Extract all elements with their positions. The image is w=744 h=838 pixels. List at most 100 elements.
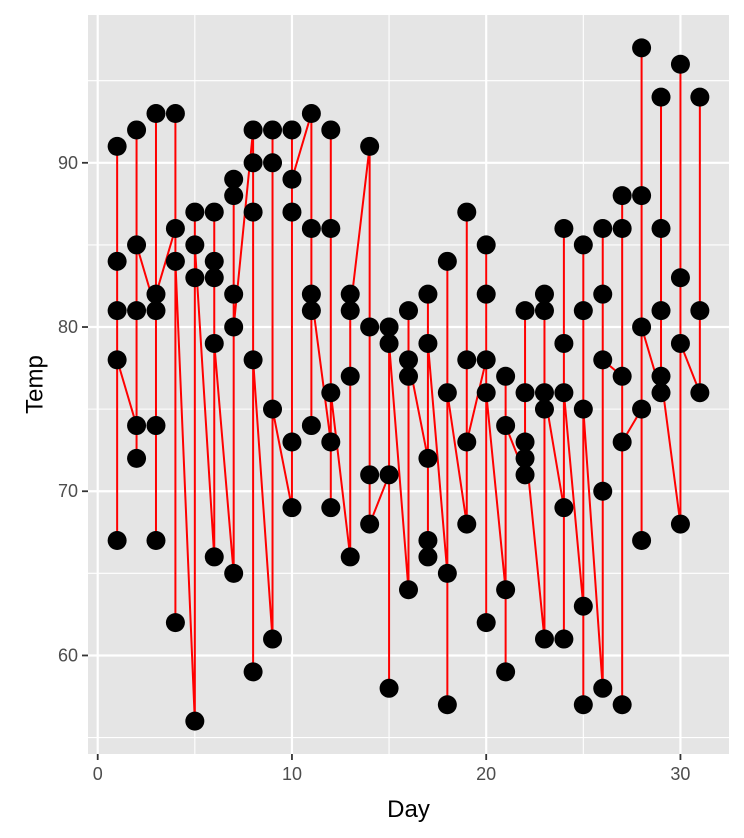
data-point xyxy=(146,301,166,321)
x-tick-label: 30 xyxy=(670,764,690,784)
data-point xyxy=(670,268,690,288)
data-point xyxy=(282,432,302,452)
data-point xyxy=(554,383,574,403)
data-point xyxy=(321,498,341,518)
x-tick-label: 10 xyxy=(282,764,302,784)
data-point xyxy=(146,104,166,124)
data-point xyxy=(399,301,418,321)
data-point xyxy=(457,350,477,370)
data-point xyxy=(360,136,380,156)
data-point xyxy=(282,498,302,518)
data-point xyxy=(379,465,399,485)
data-point xyxy=(243,153,263,173)
data-point xyxy=(165,218,185,238)
temp-line xyxy=(116,46,701,723)
data-point xyxy=(127,301,147,321)
data-point xyxy=(612,695,632,715)
data-point xyxy=(224,169,244,189)
data-point xyxy=(107,531,127,551)
data-point xyxy=(204,268,224,288)
data-point xyxy=(554,218,574,238)
data-point xyxy=(360,465,380,485)
data-point xyxy=(107,251,127,271)
data-point xyxy=(593,218,613,238)
y-axis: 60 70 80 90 xyxy=(58,153,88,665)
data-point xyxy=(651,218,671,238)
data-point xyxy=(204,251,224,271)
data-point xyxy=(515,301,535,321)
data-point xyxy=(418,547,438,567)
data-point xyxy=(632,317,652,337)
data-point xyxy=(204,547,224,567)
data-point xyxy=(321,218,341,238)
data-point xyxy=(515,383,535,403)
data-point xyxy=(554,333,574,353)
data-point xyxy=(457,432,477,452)
data-point xyxy=(243,120,263,140)
data-point xyxy=(476,235,496,255)
data-point xyxy=(399,350,418,370)
y-tick-label: 90 xyxy=(58,153,78,173)
data-point xyxy=(107,350,127,370)
data-point xyxy=(612,186,632,206)
data-point xyxy=(340,301,360,321)
data-point xyxy=(301,416,321,436)
x-axis: 0 10 20 30 xyxy=(93,754,690,784)
x-tick-label: 20 xyxy=(476,764,496,784)
data-point xyxy=(457,202,477,222)
data-point xyxy=(632,399,652,419)
data-point xyxy=(632,38,652,58)
data-point xyxy=(612,432,632,452)
data-point xyxy=(593,284,613,304)
data-point xyxy=(107,301,127,321)
data-point xyxy=(534,301,554,321)
x-tick-label: 0 xyxy=(93,764,103,784)
data-point xyxy=(457,514,477,534)
data-point xyxy=(573,399,593,419)
temp-line-series xyxy=(116,46,701,723)
data-point xyxy=(282,120,302,140)
data-point xyxy=(670,514,690,534)
y-tick-label: 70 xyxy=(58,481,78,501)
data-point xyxy=(573,235,593,255)
data-point xyxy=(185,268,205,288)
data-point xyxy=(476,284,496,304)
data-point xyxy=(437,383,457,403)
data-point xyxy=(379,678,399,698)
data-point xyxy=(476,383,496,403)
data-point xyxy=(165,251,185,271)
data-point xyxy=(554,629,574,649)
data-point xyxy=(282,169,302,189)
data-point xyxy=(204,202,224,222)
data-point xyxy=(263,399,283,419)
data-point xyxy=(263,629,283,649)
data-point xyxy=(379,317,399,337)
data-point xyxy=(515,432,535,452)
data-point xyxy=(593,481,613,501)
data-point xyxy=(360,514,380,534)
data-point xyxy=(573,695,593,715)
data-point xyxy=(670,54,690,74)
data-point xyxy=(437,563,457,583)
data-point xyxy=(321,383,341,403)
data-point xyxy=(496,662,516,682)
data-point xyxy=(651,366,671,386)
data-point xyxy=(593,678,613,698)
y-axis-title: Temp xyxy=(21,355,48,414)
data-point xyxy=(301,301,321,321)
data-point xyxy=(534,629,554,649)
data-point xyxy=(496,366,516,386)
data-point xyxy=(127,416,147,436)
data-point xyxy=(224,317,244,337)
data-point xyxy=(476,350,496,370)
data-point xyxy=(476,613,496,633)
data-point xyxy=(534,399,554,419)
data-point xyxy=(632,186,652,206)
temp-point-series xyxy=(107,38,710,731)
data-point xyxy=(612,218,632,238)
data-point xyxy=(282,202,302,222)
data-point xyxy=(340,547,360,567)
data-point xyxy=(340,284,360,304)
data-point xyxy=(399,580,418,600)
